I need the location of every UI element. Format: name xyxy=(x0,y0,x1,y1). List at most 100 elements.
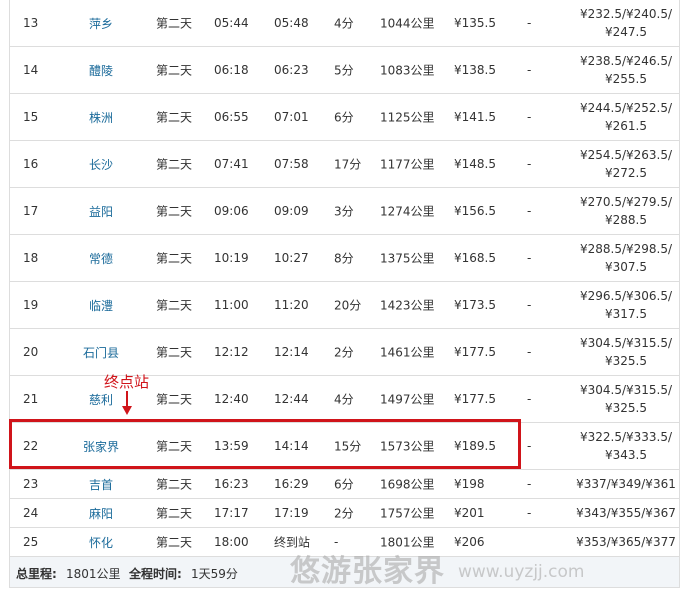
day: 第二天 xyxy=(156,157,193,172)
table-row: 21 慈利 第二天 12:40 12:44 4分 1497公里 ¥177.5 - ¥304.5/¥… xyxy=(10,376,679,423)
sleeper-prices: ¥296.5/¥306.5/ ¥317.5 xyxy=(579,289,673,321)
departure-time: 终到站 xyxy=(274,535,311,550)
distance: 1757公里 xyxy=(380,506,435,521)
seat-price: - xyxy=(527,506,532,520)
station-link[interactable]: 醴陵 xyxy=(88,64,114,78)
day: 第二天 xyxy=(156,345,193,360)
stop-duration: 17分 xyxy=(334,157,362,172)
table-row: 18 常德 第二天 10:19 10:27 8分 1375公里 ¥168.5 - ¥288.5/¥… xyxy=(10,235,679,282)
distance: 1125公里 xyxy=(380,110,435,125)
stop-number: 23 xyxy=(23,477,39,491)
stop-duration: 2分 xyxy=(334,345,354,360)
arrival-time: 07:41 xyxy=(214,157,249,171)
station-link[interactable]: 临澧 xyxy=(88,299,114,313)
station-link[interactable]: 麻阳 xyxy=(88,507,114,521)
arrival-time: 12:12 xyxy=(214,345,249,359)
arrival-time: 16:23 xyxy=(214,477,249,491)
arrival-time: 17:17 xyxy=(214,506,249,520)
day: 第二天 xyxy=(156,251,193,266)
station-link[interactable]: 长沙 xyxy=(88,158,114,172)
stop-number: 21 xyxy=(23,392,39,406)
seat-price: - xyxy=(527,298,532,312)
distance: 1801公里 xyxy=(380,535,435,550)
distance: 1573公里 xyxy=(380,439,435,454)
table-row: 24 麻阳 第二天 17:17 17:19 2分 1757公里 ¥201 - ¥343/¥355/… xyxy=(10,499,679,528)
departure-time: 11:20 xyxy=(274,298,309,312)
station-link[interactable]: 吉首 xyxy=(88,478,114,492)
seat-price: - xyxy=(527,439,532,453)
hard-seat-price: ¥198 xyxy=(454,477,485,491)
stop-duration: 6分 xyxy=(334,110,354,125)
stop-duration: 4分 xyxy=(334,16,354,31)
stop-duration: 20分 xyxy=(334,298,362,313)
seat-price: - xyxy=(527,251,532,265)
hard-seat-price: ¥135.5 xyxy=(454,16,496,30)
hard-seat-price: ¥201 xyxy=(454,506,485,520)
station-link[interactable]: 株洲 xyxy=(88,111,114,125)
distance: 1423公里 xyxy=(380,298,435,313)
stop-duration: 8分 xyxy=(334,251,354,266)
arrival-time: 10:19 xyxy=(214,251,249,265)
day: 第二天 xyxy=(156,110,193,125)
stop-duration: 15分 xyxy=(334,439,362,454)
table-row: 13 萍乡 第二天 05:44 05:48 4分 1044公里 ¥135.5 - ¥232.5/¥… xyxy=(10,0,679,47)
stop-number: 24 xyxy=(23,506,39,520)
station-link[interactable]: 慈利 xyxy=(88,393,114,407)
table-row: 23 吉首 第二天 16:23 16:29 6分 1698公里 ¥198 - ¥337/¥349/… xyxy=(10,470,679,499)
station-link[interactable]: 益阳 xyxy=(88,205,114,219)
stop-duration: 4分 xyxy=(334,392,354,407)
arrival-time: 05:44 xyxy=(214,16,249,30)
time-label: 全程时间: xyxy=(129,567,182,581)
departure-time: 17:19 xyxy=(274,506,309,520)
distance: 1375公里 xyxy=(380,251,435,266)
departure-time: 10:27 xyxy=(274,251,309,265)
distance: 1698公里 xyxy=(380,477,435,492)
arrival-time: 11:00 xyxy=(214,298,249,312)
day: 第二天 xyxy=(156,16,193,31)
departure-time: 12:44 xyxy=(274,392,309,406)
sleeper-prices: ¥304.5/¥315.5/ ¥325.5 xyxy=(579,336,673,368)
arrowhead-icon xyxy=(122,406,132,415)
seat-price: - xyxy=(527,16,532,30)
stop-number: 15 xyxy=(23,110,39,124)
day: 第二天 xyxy=(156,535,193,550)
day: 第二天 xyxy=(156,63,193,78)
hard-seat-price: ¥177.5 xyxy=(454,392,496,406)
station-link[interactable]: 石门县 xyxy=(82,346,120,360)
seat-price: - xyxy=(527,110,532,124)
hard-seat-price: ¥189.5 xyxy=(454,439,496,453)
sleeper-prices: ¥232.5/¥240.5/ ¥247.5 xyxy=(579,7,673,39)
stop-duration: 6分 xyxy=(334,477,354,492)
sleeper-prices: ¥270.5/¥279.5/ ¥288.5 xyxy=(579,195,673,227)
departure-time: 07:58 xyxy=(274,157,309,171)
distance: 1497公里 xyxy=(380,392,435,407)
table-row: 20 石门县 第二天 12:12 12:14 2分 1461公里 ¥177.5 - ¥304.5/… xyxy=(10,329,679,376)
distance-label: 总里程: xyxy=(16,567,57,581)
stop-duration: - xyxy=(334,535,339,549)
station-link[interactable]: 怀化 xyxy=(88,536,114,550)
sleeper-prices: ¥304.5/¥315.5/ ¥325.5 xyxy=(579,383,673,415)
seat-price: - xyxy=(527,157,532,171)
departure-time: 14:14 xyxy=(274,439,309,453)
hard-seat-price: ¥141.5 xyxy=(454,110,496,124)
station-link[interactable]: 萍乡 xyxy=(88,17,114,31)
seat-price: - xyxy=(527,63,532,77)
station-link[interactable]: 常德 xyxy=(88,252,114,266)
table-row: 17 益阳 第二天 09:06 09:09 3分 1274公里 ¥156.5 - ¥270.5/¥… xyxy=(10,188,679,235)
table-row: 25 怀化 第二天 18:00 终到站 - 1801公里 ¥206 ¥353/¥365/¥377 xyxy=(10,528,679,557)
hard-seat-price: ¥206 xyxy=(454,535,485,549)
seat-price: - xyxy=(527,345,532,359)
departure-time: 05:48 xyxy=(274,16,309,30)
sleeper-prices: ¥322.5/¥333.5/ ¥343.5 xyxy=(579,430,673,462)
arrow-icon xyxy=(126,391,128,407)
hard-seat-price: ¥138.5 xyxy=(454,63,496,77)
station-link[interactable]: 张家界 xyxy=(82,440,120,454)
arrival-time: 09:06 xyxy=(214,204,249,218)
departure-time: 07:01 xyxy=(274,110,309,124)
timetable: 13 萍乡 第二天 05:44 05:48 4分 1044公里 ¥135.5- ¥232.5/¥… xyxy=(9,0,680,588)
distance: 1274公里 xyxy=(380,204,435,219)
distance: 1083公里 xyxy=(380,63,435,78)
summary-footer: 总里程: 1801公里 全程时间: 1天59分 xyxy=(10,557,679,587)
watermark-name: 悠游张家界 xyxy=(290,554,445,589)
table-row: 19 临澧 第二天 11:00 11:20 20分 1423公里 ¥173.5 - ¥296.5/… xyxy=(10,282,679,329)
